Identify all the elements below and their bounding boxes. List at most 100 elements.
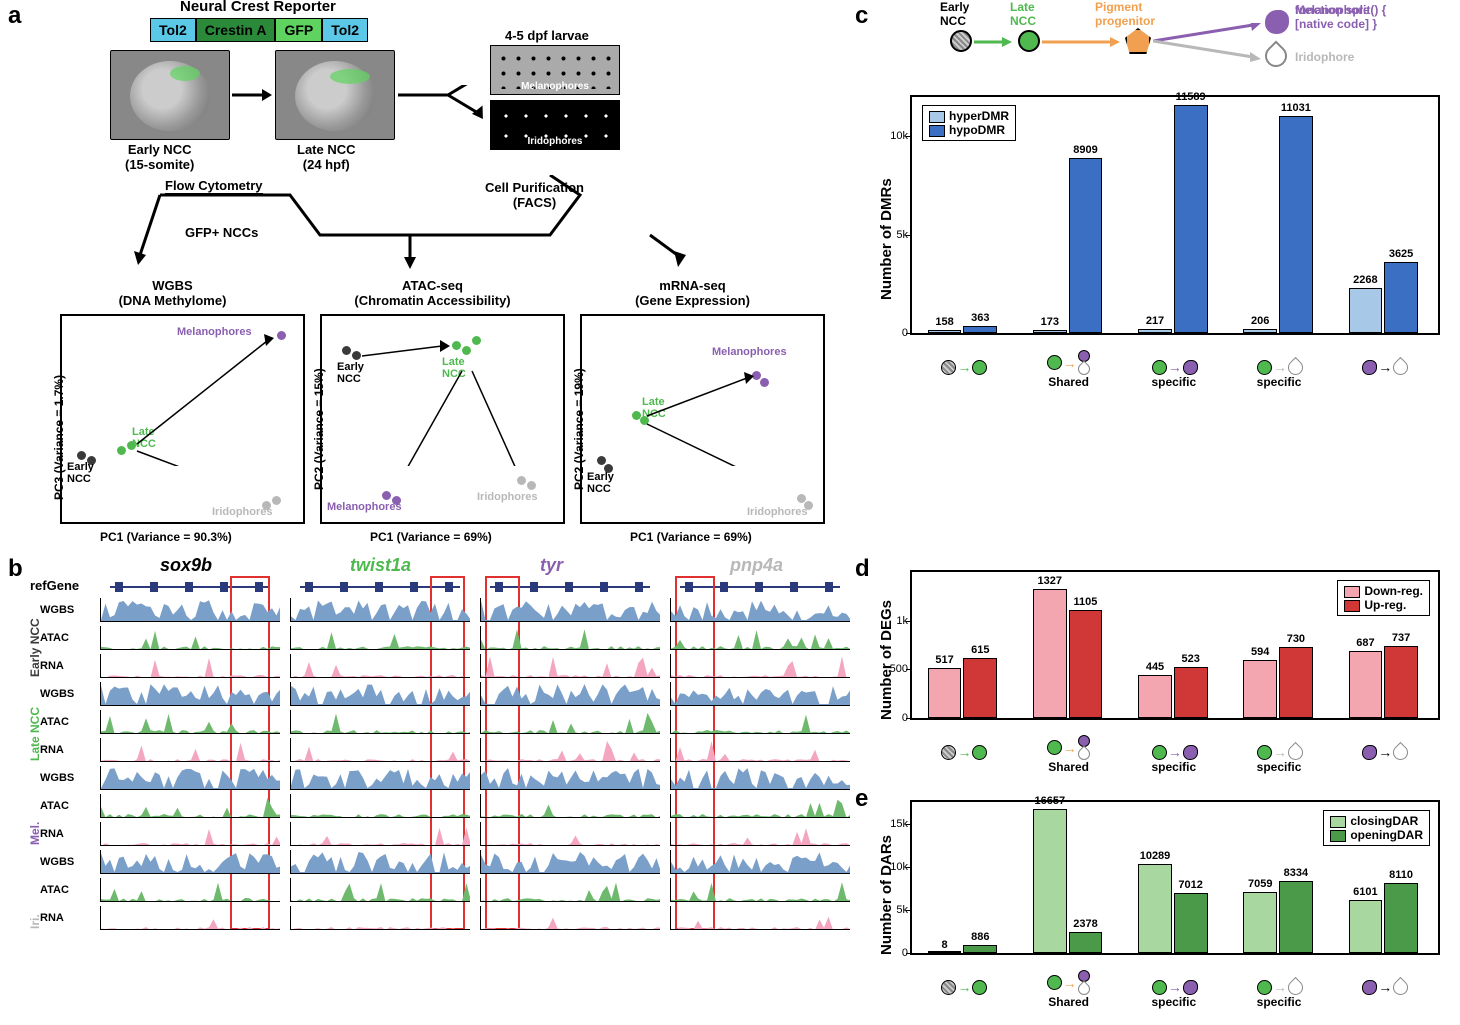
bar-value-down-1: 1327	[1038, 575, 1062, 587]
x-transition-4: →	[1362, 979, 1408, 995]
construct-tol2-right: Tol2	[322, 18, 368, 42]
melanophore-image: Melanophores	[490, 45, 620, 95]
track-Early NCC-WGBS-sox9b	[100, 598, 280, 622]
x-transition-0: →	[941, 359, 987, 375]
track-Mel.-ATAC-twist1a	[290, 794, 470, 818]
bar-value-down-4: 687	[1356, 637, 1374, 649]
lineage-pp-label: Pigmentprogenitor	[1095, 0, 1155, 28]
lineage-early-label: EarlyNCC	[940, 0, 969, 28]
bar-value-hypo-0: 363	[971, 312, 989, 324]
dar-chart: closingDAR openingDAR 05k10k15k8886→1665…	[910, 800, 1440, 955]
arrow-early-to-late	[232, 85, 272, 105]
panel-e-ylabel: Number of DARs	[878, 835, 895, 955]
x-transition-4: →	[1362, 744, 1408, 760]
bar-closing-4	[1349, 900, 1383, 953]
x-transition-0: →	[941, 979, 987, 995]
bar-value-opening-3: 8334	[1284, 867, 1308, 879]
x-sublabel-2: specific	[1151, 760, 1196, 774]
track-Mel.-WGBS-tyr	[480, 766, 660, 790]
bar-closing-0	[928, 951, 962, 953]
lineage-early-ncc	[950, 30, 972, 52]
late-ncc-image	[275, 50, 395, 140]
track-Mel.-WGBS-twist1a	[290, 766, 470, 790]
lineage-pigment-prog	[1125, 28, 1151, 54]
panel-d: Number of DEGs Down-reg. Up-reg. 05001k5…	[860, 560, 1450, 785]
track-Mel.-WGBS-pnp4a	[670, 766, 850, 790]
bar-down-1	[1033, 589, 1067, 718]
track-Early NCC-RNA-sox9b	[100, 654, 280, 678]
track-Iri.-ATAC-tyr	[480, 878, 660, 902]
bar-value-closing-3: 7059	[1248, 878, 1272, 890]
track-Mel.-RNA-twist1a	[290, 822, 470, 846]
bar-hyper-3	[1243, 329, 1277, 333]
track-label-Iri.-ATAC: ATAC	[40, 884, 69, 896]
bar-value-hyper-0: 158	[935, 316, 953, 328]
bar-up-2	[1174, 667, 1208, 718]
bar-closing-1	[1033, 809, 1067, 953]
x-sublabel-1: Shared	[1048, 995, 1089, 1009]
pca2-ylabel: PC2 (Variance = 15%)	[312, 368, 326, 490]
track-Mel.-RNA-tyr	[480, 822, 660, 846]
bar-value-closing-0: 8	[942, 939, 948, 951]
larvae-label: 4-5 dpf larvae	[505, 28, 589, 43]
track-Mel.-ATAC-pnp4a	[670, 794, 850, 818]
panel-c: EarlyNCC LateNCC Pigmentprogenitor funct…	[860, 0, 1450, 395]
early-ncc-image	[110, 50, 230, 140]
bar-value-opening-2: 7012	[1178, 879, 1202, 891]
track-label-Early NCC-WGBS: WGBS	[40, 604, 74, 616]
track-Early NCC-RNA-tyr	[480, 654, 660, 678]
track-Early NCC-ATAC-sox9b	[100, 626, 280, 650]
track-Iri.-RNA-sox9b	[100, 906, 280, 930]
track-Early NCC-WGBS-pnp4a	[670, 598, 850, 622]
bar-value-hypo-3: 11031	[1281, 102, 1311, 114]
bar-up-4	[1384, 646, 1418, 718]
track-Mel.-RNA-pnp4a	[670, 822, 850, 846]
bar-down-0	[928, 668, 962, 718]
pca1-xlabel: PC1 (Variance = 90.3%)	[100, 530, 232, 544]
track-Early NCC-ATAC-twist1a	[290, 626, 470, 650]
lineage-iri-label: Iridophore	[1295, 50, 1354, 64]
bar-value-closing-2: 10289	[1140, 850, 1171, 862]
pca3-ylabel: PC2 (Variance = 19%)	[572, 368, 586, 490]
track-label-Mel.-RNA: RNA	[40, 828, 64, 840]
iridophore-image: Iridophores	[490, 100, 620, 150]
bar-value-up-3: 730	[1287, 633, 1305, 645]
track-Mel.-WGBS-sox9b	[100, 766, 280, 790]
x-transition-1: →	[1047, 350, 1090, 375]
track-Late NCC-RNA-pnp4a	[670, 738, 850, 762]
reporter-title: Neural Crest Reporter	[180, 0, 336, 15]
early-ncc-label: Early NCC(15-somite)	[125, 142, 194, 172]
bar-hypo-1	[1069, 158, 1103, 333]
panel-e: Number of DARs closingDAR openingDAR 05k…	[860, 790, 1450, 1020]
track-Late NCC-WGBS-tyr	[480, 682, 660, 706]
panel-d-ylabel: Number of DEGs	[878, 600, 895, 720]
bar-value-opening-4: 8110	[1389, 869, 1413, 881]
bar-hypo-0	[963, 326, 997, 333]
bar-hypo-3	[1279, 116, 1313, 333]
track-Early NCC-WGBS-tyr	[480, 598, 660, 622]
panel-e-legend: closingDAR openingDAR	[1323, 810, 1430, 846]
lineage-late-label: LateNCC	[1010, 0, 1036, 28]
track-Late NCC-ATAC-pnp4a	[670, 710, 850, 734]
bar-value-hyper-4: 2268	[1353, 274, 1377, 286]
track-label-Late NCC-RNA: RNA	[40, 744, 64, 756]
bar-value-up-1: 1105	[1074, 596, 1098, 608]
refgene-label: refGene	[30, 578, 79, 593]
track-Late NCC-ATAC-sox9b	[100, 710, 280, 734]
x-transition-0: →	[941, 744, 987, 760]
x-transition-3: →	[1257, 744, 1303, 760]
bar-opening-2	[1174, 893, 1208, 954]
track-Early NCC-WGBS-twist1a	[290, 598, 470, 622]
bar-down-2	[1138, 675, 1172, 718]
bar-value-hyper-3: 206	[1251, 315, 1269, 327]
track-Early NCC-ATAC-pnp4a	[670, 626, 850, 650]
bar-closing-3	[1243, 892, 1277, 953]
track-Iri.-WGBS-twist1a	[290, 850, 470, 874]
track-Iri.-ATAC-sox9b	[100, 878, 280, 902]
bar-value-down-3: 594	[1251, 646, 1269, 658]
track-Late NCC-ATAC-twist1a	[290, 710, 470, 734]
x-sublabel-1: Shared	[1048, 375, 1089, 389]
x-transition-1: →	[1047, 735, 1090, 760]
gene-label-twist1a: twist1a	[350, 555, 411, 576]
x-transition-2: →	[1152, 359, 1198, 375]
